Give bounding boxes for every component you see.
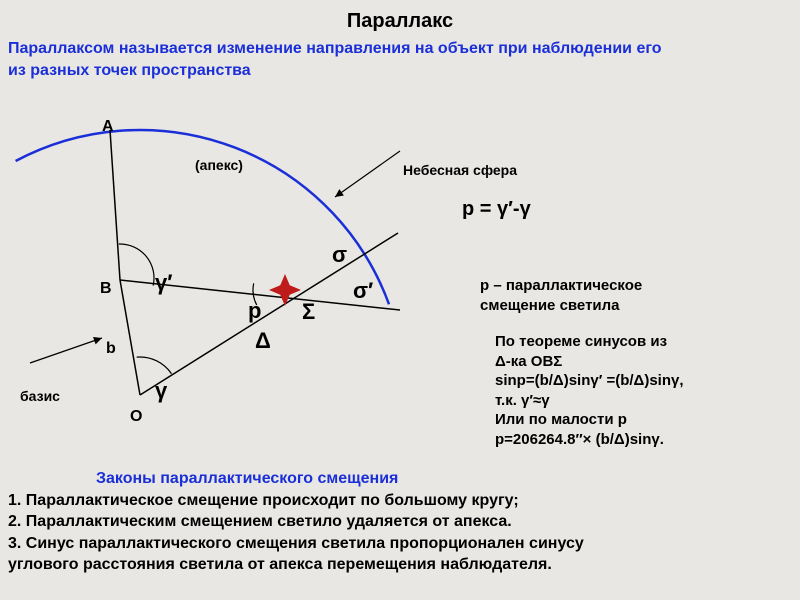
label-sigma: σ bbox=[332, 242, 347, 268]
laws-header: Законы параллактического смещения bbox=[96, 468, 584, 490]
equation-main: p = γ′-γ bbox=[462, 198, 531, 221]
law-3b: углового расстояния светила от апекса пе… bbox=[8, 554, 584, 576]
th-l4: т.к. γ′≈γ bbox=[495, 392, 550, 409]
page-title: Параллакс bbox=[0, 10, 800, 33]
label-gamma-prime: γ′ bbox=[155, 270, 173, 296]
th-l1: По теореме синусов из bbox=[495, 333, 667, 350]
definition-line1: Параллаксом называется изменение направл… bbox=[8, 40, 662, 58]
p-def-l2: смещение светила bbox=[480, 297, 620, 314]
label-A: A bbox=[102, 118, 114, 136]
label-Delta: Δ bbox=[255, 328, 271, 354]
label-O: O bbox=[130, 408, 142, 426]
law-3: 3. Синус параллактического смещения свет… bbox=[8, 533, 584, 555]
law-2: 2. Параллактическим смещением светило уд… bbox=[8, 511, 584, 533]
label-B: B bbox=[100, 280, 112, 298]
law-1: 1. Параллактическое смещение происходит … bbox=[8, 490, 584, 512]
parallax-diagram bbox=[0, 85, 430, 445]
label-apex: (апекс) bbox=[195, 157, 243, 173]
label-celestial-sphere: Небесная сфера bbox=[403, 162, 517, 178]
th-l2: Δ-ка OBΣ bbox=[495, 353, 562, 370]
theorem-block: По теореме синусов из Δ-ка OBΣ sinp=(b/Δ… bbox=[495, 332, 684, 449]
th-l6: p=206264.8″× (b/Δ)sinγ. bbox=[495, 431, 664, 448]
th-l5: Или по малости p bbox=[495, 411, 627, 428]
p-def-l1: p – параллактическое bbox=[480, 277, 642, 294]
label-Sigma: Σ bbox=[302, 299, 315, 325]
label-basis: базис bbox=[20, 388, 60, 404]
label-sigma-prime: σ′ bbox=[353, 278, 373, 304]
label-p: p bbox=[248, 298, 261, 324]
label-b: b bbox=[106, 340, 116, 358]
p-definition: p – параллактическое смещение светила bbox=[480, 276, 642, 315]
label-gamma: γ bbox=[155, 378, 167, 404]
definition-line2: из разных точек пространства bbox=[8, 62, 251, 80]
th-l3: sinp=(b/Δ)sinγ′ =(b/Δ)sinγ, bbox=[495, 372, 684, 389]
laws-block: Законы параллактического смещения 1. Пар… bbox=[8, 468, 584, 576]
